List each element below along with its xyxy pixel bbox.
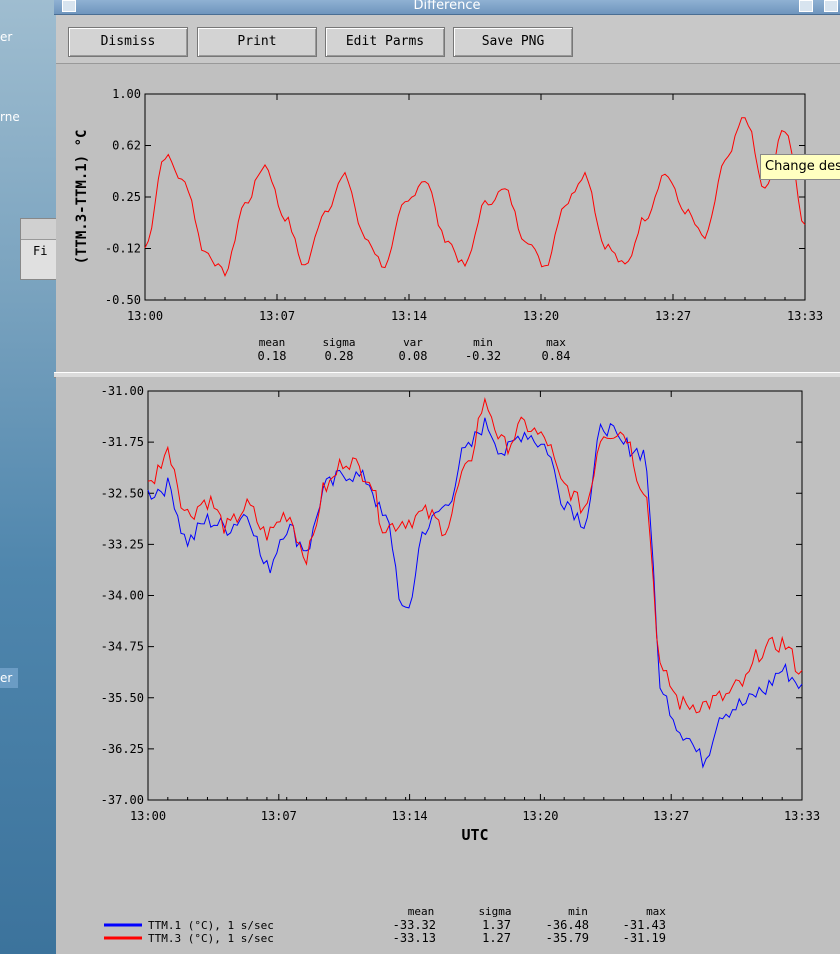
difference-plot-panel: 1.00 0.62 0.25 -0.12 -0.50 13:00 13:07 13:14 13… <box>56 63 840 374</box>
window-titlebar[interactable]: Difference <box>54 0 840 15</box>
stat-header: var <box>403 336 423 349</box>
x-tick-label: 13:14 <box>392 809 428 823</box>
maximize-icon[interactable] <box>824 0 838 12</box>
y-tick-label: -31.75 <box>101 435 144 449</box>
stat-header: sigma <box>322 336 355 349</box>
legend-label: TTM.3 (°C), 1 s/sec <box>148 932 274 945</box>
print-button[interactable]: Print <box>197 27 317 57</box>
background-window[interactable]: Fi <box>20 218 62 280</box>
desktop-icon-label[interactable]: er <box>0 668 18 688</box>
legend-label: TTM.1 (°C), 1 s/sec <box>148 919 274 932</box>
y-tick-label: 0.25 <box>112 190 141 204</box>
stat-value: 0.84 <box>542 349 571 363</box>
x-tick-label: 13:27 <box>653 809 689 823</box>
difference-plot-area[interactable] <box>144 93 806 301</box>
difference-chart[interactable]: 1.00 0.62 0.25 -0.12 -0.50 13:00 13:07 13:14 13… <box>56 64 840 374</box>
minimize-icon[interactable] <box>799 0 813 12</box>
window-menu-icon[interactable] <box>62 0 76 12</box>
stat-value: 0.08 <box>399 349 428 363</box>
toolbar: Dismiss Print Edit Parms Save PNG <box>56 15 840 63</box>
ttm3-series-line <box>147 397 803 714</box>
difference-series-line <box>144 117 806 277</box>
y-tick-label: -31.00 <box>101 384 144 398</box>
y-tick-label: -0.12 <box>105 242 141 256</box>
x-tick-label: 13:14 <box>391 309 427 323</box>
save-png-button[interactable]: Save PNG <box>453 27 573 57</box>
difference-y-axis-label: (TTM.3-TTM.1) °C <box>74 130 90 265</box>
stat-header: mean <box>259 336 286 349</box>
stat-header: min <box>473 336 493 349</box>
tooltip: Change des <box>760 154 840 180</box>
y-tick-label: -36.25 <box>101 742 144 756</box>
y-tick-label: -34.75 <box>101 640 144 654</box>
stat-value: -33.13 <box>393 931 436 945</box>
x-tick-label: 13:27 <box>655 309 691 323</box>
dismiss-button[interactable]: Dismiss <box>68 27 188 57</box>
x-tick-label: 13:07 <box>259 309 295 323</box>
stat-value: 1.37 <box>482 918 511 932</box>
x-tick-label: 13:33 <box>784 809 820 823</box>
background-window-menu[interactable]: Fi <box>33 244 48 258</box>
stat-header: min <box>568 905 588 918</box>
x-tick-label: 13:00 <box>127 309 163 323</box>
temperature-plot-area[interactable] <box>147 390 803 801</box>
desktop-icon-label[interactable]: rne <box>0 110 20 124</box>
x-tick-label: 13:00 <box>130 809 166 823</box>
x-tick-label: 13:07 <box>261 809 297 823</box>
edit-parms-button[interactable]: Edit Parms <box>325 27 445 57</box>
stat-value: -31.43 <box>623 918 666 932</box>
x-tick-label: 13:33 <box>787 309 823 323</box>
stat-value: -0.32 <box>465 349 501 363</box>
stat-header: sigma <box>478 905 511 918</box>
window-title: Difference <box>413 0 481 13</box>
desktop-background: er rne er <box>0 0 56 954</box>
y-tick-label: -37.00 <box>101 793 144 807</box>
stat-value: -33.32 <box>393 918 436 932</box>
stat-value: 0.18 <box>258 349 287 363</box>
y-tick-label: -32.50 <box>101 486 144 500</box>
temperature-chart[interactable]: -31.00 -31.75 -32.50 -33.25 -34.00 -34.75 -35.… <box>56 377 840 954</box>
x-tick-label: 13:20 <box>522 809 558 823</box>
desktop-icon-label[interactable]: er <box>0 30 13 44</box>
stat-header: max <box>646 905 666 918</box>
y-tick-label: -35.50 <box>101 691 144 705</box>
y-tick-label: 1.00 <box>112 87 141 101</box>
stat-value: -35.79 <box>546 931 589 945</box>
stat-value: 1.27 <box>482 931 511 945</box>
stat-value: -36.48 <box>546 918 589 932</box>
stat-header: max <box>546 336 566 349</box>
y-tick-label: -33.25 <box>101 537 144 551</box>
x-tick-label: 13:20 <box>523 309 559 323</box>
main-plot-panel: -31.00 -31.75 -32.50 -33.25 -34.00 -34.75 -35.… <box>56 377 840 954</box>
y-tick-label: 0.62 <box>112 139 141 153</box>
stat-header: mean <box>408 905 435 918</box>
y-tick-label: -0.50 <box>105 293 141 307</box>
stat-value: 0.28 <box>325 349 354 363</box>
stat-value: -31.19 <box>623 931 666 945</box>
y-tick-label: -34.00 <box>101 589 144 603</box>
background-window-titlebar[interactable] <box>21 219 61 240</box>
ttm1-series-line <box>147 417 803 769</box>
temperature-x-axis-label: UTC <box>461 826 488 844</box>
